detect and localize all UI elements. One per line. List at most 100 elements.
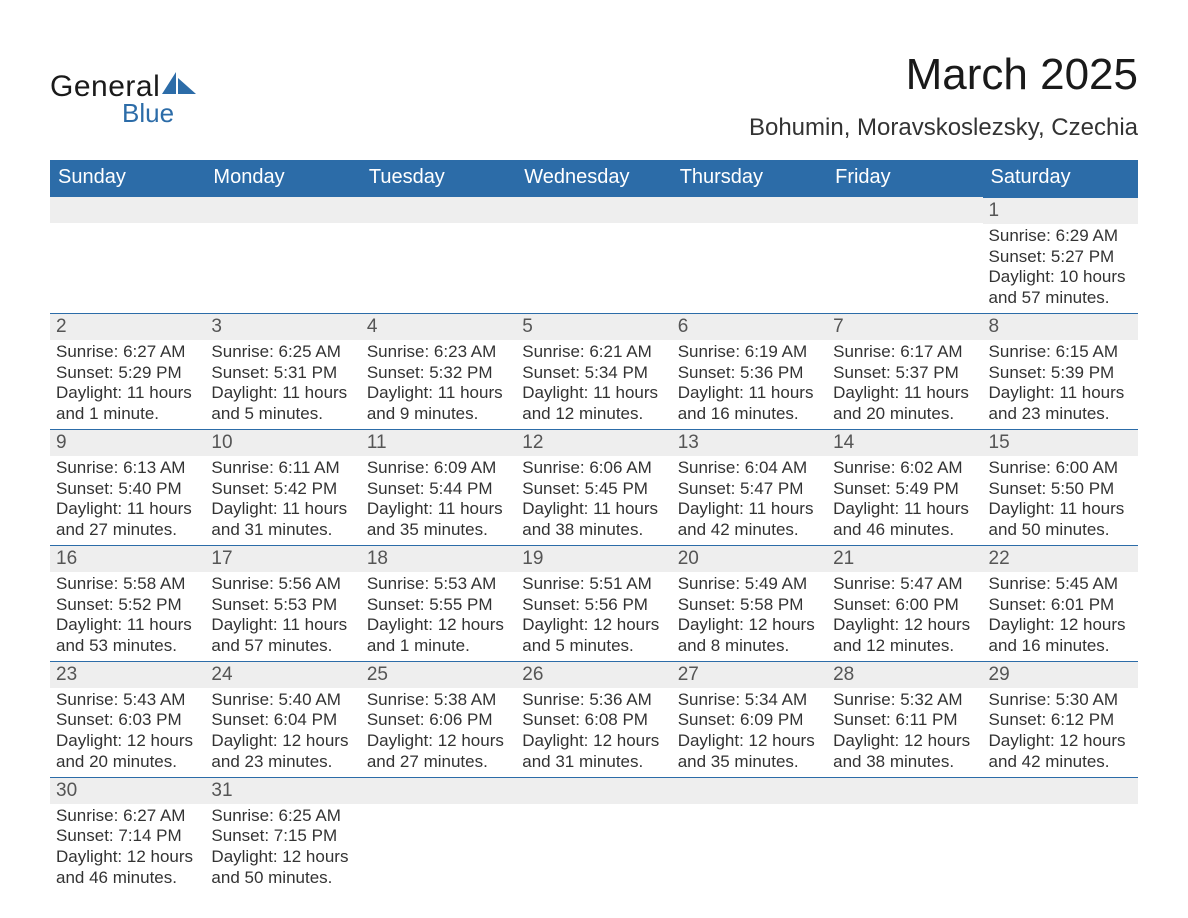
day-info: Sunrise: 5:36 AMSunset: 6:08 PMDaylight:… (516, 688, 671, 777)
daylight-text: Daylight: 11 hours and 53 minutes. (56, 615, 199, 656)
sunset-text: Sunset: 5:49 PM (833, 479, 976, 500)
sunset-text: Sunset: 5:44 PM (367, 479, 510, 500)
day-number: 19 (516, 545, 671, 572)
daylight-text: Daylight: 12 hours and 50 minutes. (211, 847, 354, 888)
calendar-day-cell: 12Sunrise: 6:06 AMSunset: 5:45 PMDayligh… (516, 429, 671, 545)
title-block: March 2025 Bohumin, Moravskoslezsky, Cze… (749, 50, 1138, 142)
day-info: Sunrise: 5:47 AMSunset: 6:00 PMDaylight:… (827, 572, 982, 661)
empty-daynum (361, 777, 516, 804)
calendar-table: Sunday Monday Tuesday Wednesday Thursday… (50, 160, 1138, 893)
month-title: March 2025 (749, 50, 1138, 100)
day-info: Sunrise: 6:13 AMSunset: 5:40 PMDaylight:… (50, 456, 205, 545)
daylight-text: Daylight: 11 hours and 38 minutes. (522, 499, 665, 540)
empty-daybody (516, 223, 671, 301)
weekday-header: Thursday (672, 160, 827, 197)
daylight-text: Daylight: 10 hours and 57 minutes. (989, 267, 1132, 308)
day-info: Sunrise: 6:15 AMSunset: 5:39 PMDaylight:… (983, 340, 1138, 429)
calendar-day-cell: 5Sunrise: 6:21 AMSunset: 5:34 PMDaylight… (516, 313, 671, 429)
day-number: 4 (361, 313, 516, 340)
calendar-day-cell: 14Sunrise: 6:02 AMSunset: 5:49 PMDayligh… (827, 429, 982, 545)
sunset-text: Sunset: 5:56 PM (522, 595, 665, 616)
daylight-text: Daylight: 11 hours and 23 minutes. (989, 383, 1132, 424)
daylight-text: Daylight: 12 hours and 5 minutes. (522, 615, 665, 656)
day-number: 6 (672, 313, 827, 340)
daylight-text: Daylight: 11 hours and 27 minutes. (56, 499, 199, 540)
empty-daybody (672, 223, 827, 301)
calendar-day-cell: 3Sunrise: 6:25 AMSunset: 5:31 PMDaylight… (205, 313, 360, 429)
daylight-text: Daylight: 11 hours and 5 minutes. (211, 383, 354, 424)
day-number: 29 (983, 661, 1138, 688)
calendar-day-cell: 10Sunrise: 6:11 AMSunset: 5:42 PMDayligh… (205, 429, 360, 545)
calendar-day-cell: 22Sunrise: 5:45 AMSunset: 6:01 PMDayligh… (983, 545, 1138, 661)
day-info: Sunrise: 6:29 AMSunset: 5:27 PMDaylight:… (983, 224, 1138, 313)
day-number: 20 (672, 545, 827, 572)
calendar-day-cell: 19Sunrise: 5:51 AMSunset: 5:56 PMDayligh… (516, 545, 671, 661)
calendar-day-cell (361, 777, 516, 893)
day-info: Sunrise: 5:38 AMSunset: 6:06 PMDaylight:… (361, 688, 516, 777)
day-number: 31 (205, 777, 360, 804)
sunrise-text: Sunrise: 5:30 AM (989, 690, 1132, 711)
sunset-text: Sunset: 5:52 PM (56, 595, 199, 616)
daylight-text: Daylight: 11 hours and 57 minutes. (211, 615, 354, 656)
weekday-header-row: Sunday Monday Tuesday Wednesday Thursday… (50, 160, 1138, 197)
calendar-day-cell (361, 197, 516, 313)
sunset-text: Sunset: 5:45 PM (522, 479, 665, 500)
daylight-text: Daylight: 12 hours and 27 minutes. (367, 731, 510, 772)
calendar-day-cell: 11Sunrise: 6:09 AMSunset: 5:44 PMDayligh… (361, 429, 516, 545)
calendar-day-cell: 4Sunrise: 6:23 AMSunset: 5:32 PMDaylight… (361, 313, 516, 429)
day-info: Sunrise: 5:58 AMSunset: 5:52 PMDaylight:… (50, 572, 205, 661)
sunrise-text: Sunrise: 6:29 AM (989, 226, 1132, 247)
calendar-day-cell: 27Sunrise: 5:34 AMSunset: 6:09 PMDayligh… (672, 661, 827, 777)
calendar-week-row: 16Sunrise: 5:58 AMSunset: 5:52 PMDayligh… (50, 545, 1138, 661)
weekday-header: Wednesday (516, 160, 671, 197)
brand-logo: General Blue (50, 70, 196, 129)
day-number: 17 (205, 545, 360, 572)
sunset-text: Sunset: 5:55 PM (367, 595, 510, 616)
day-number: 24 (205, 661, 360, 688)
empty-daynum (672, 197, 827, 223)
day-info: Sunrise: 5:30 AMSunset: 6:12 PMDaylight:… (983, 688, 1138, 777)
sunset-text: Sunset: 6:03 PM (56, 710, 199, 731)
calendar-body: 1Sunrise: 6:29 AMSunset: 5:27 PMDaylight… (50, 197, 1138, 893)
sunset-text: Sunset: 6:09 PM (678, 710, 821, 731)
day-info: Sunrise: 5:45 AMSunset: 6:01 PMDaylight:… (983, 572, 1138, 661)
daylight-text: Daylight: 11 hours and 12 minutes. (522, 383, 665, 424)
day-number: 28 (827, 661, 982, 688)
sunset-text: Sunset: 5:31 PM (211, 363, 354, 384)
day-number: 15 (983, 429, 1138, 456)
day-info: Sunrise: 6:27 AMSunset: 5:29 PMDaylight:… (50, 340, 205, 429)
sunset-text: Sunset: 6:01 PM (989, 595, 1132, 616)
empty-daynum (50, 197, 205, 223)
sunset-text: Sunset: 5:39 PM (989, 363, 1132, 384)
sunrise-text: Sunrise: 6:19 AM (678, 342, 821, 363)
day-info: Sunrise: 6:19 AMSunset: 5:36 PMDaylight:… (672, 340, 827, 429)
sunrise-text: Sunrise: 5:36 AM (522, 690, 665, 711)
day-info: Sunrise: 6:11 AMSunset: 5:42 PMDaylight:… (205, 456, 360, 545)
sunset-text: Sunset: 5:34 PM (522, 363, 665, 384)
daylight-text: Daylight: 12 hours and 20 minutes. (56, 731, 199, 772)
empty-daybody (827, 223, 982, 301)
sunrise-text: Sunrise: 5:56 AM (211, 574, 354, 595)
daylight-text: Daylight: 11 hours and 16 minutes. (678, 383, 821, 424)
sunset-text: Sunset: 5:36 PM (678, 363, 821, 384)
sunrise-text: Sunrise: 5:53 AM (367, 574, 510, 595)
sunset-text: Sunset: 5:32 PM (367, 363, 510, 384)
day-info: Sunrise: 6:25 AMSunset: 7:15 PMDaylight:… (205, 804, 360, 893)
empty-daynum (672, 777, 827, 804)
day-number: 10 (205, 429, 360, 456)
calendar-day-cell: 17Sunrise: 5:56 AMSunset: 5:53 PMDayligh… (205, 545, 360, 661)
daylight-text: Daylight: 12 hours and 42 minutes. (989, 731, 1132, 772)
sunrise-text: Sunrise: 6:15 AM (989, 342, 1132, 363)
sunrise-text: Sunrise: 6:23 AM (367, 342, 510, 363)
sunrise-text: Sunrise: 6:27 AM (56, 806, 199, 827)
calendar-day-cell: 8Sunrise: 6:15 AMSunset: 5:39 PMDaylight… (983, 313, 1138, 429)
empty-daynum (516, 777, 671, 804)
weekday-header: Sunday (50, 160, 205, 197)
daylight-text: Daylight: 12 hours and 35 minutes. (678, 731, 821, 772)
calendar-day-cell: 25Sunrise: 5:38 AMSunset: 6:06 PMDayligh… (361, 661, 516, 777)
day-info: Sunrise: 5:40 AMSunset: 6:04 PMDaylight:… (205, 688, 360, 777)
calendar-week-row: 9Sunrise: 6:13 AMSunset: 5:40 PMDaylight… (50, 429, 1138, 545)
calendar-day-cell (516, 777, 671, 893)
empty-daybody (361, 223, 516, 301)
calendar-week-row: 30Sunrise: 6:27 AMSunset: 7:14 PMDayligh… (50, 777, 1138, 893)
